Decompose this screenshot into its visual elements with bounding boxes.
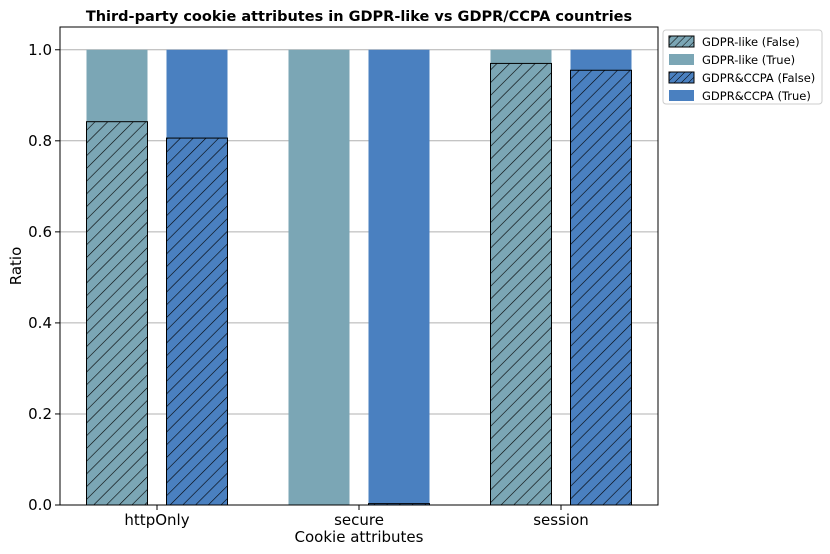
y-tick-label: 0.8: [28, 132, 52, 150]
plot-frame: [59, 26, 659, 506]
bars: [86, 49, 632, 506]
legend: GDPR-like (False) GDPR-like (True) GDPR&CC…: [662, 29, 823, 105]
bar-hatch-overlay: [490, 62, 552, 506]
bar-gdpr-liketrue-httponly: [86, 49, 148, 122]
y-tick-label: 0.0: [28, 496, 52, 514]
legend-swatch: [669, 90, 694, 101]
y-axis-ticks: 0.0 0.2 0.4 0.6 0.8 1.0: [28, 41, 60, 514]
legend-label: GDPR-like (False): [702, 35, 800, 49]
y-tick-label: 1.0: [28, 41, 52, 59]
y-tick-label: 0.2: [28, 405, 52, 423]
y-tick-label: 0.6: [28, 223, 52, 241]
x-tick-label: secure: [334, 511, 384, 529]
y-axis-label: Ratio: [7, 247, 25, 286]
legend-swatch-hatch: [668, 71, 695, 84]
gridlines: [60, 49, 658, 506]
bar-hatch-overlay: [166, 137, 228, 506]
bar-gdpr-liketrue-session: [490, 49, 552, 64]
legend-label: GDPR&CCPA (False): [702, 71, 815, 85]
x-tick-label: httpOnly: [124, 511, 189, 529]
bar-gdpr-liketrue-secure: [288, 49, 350, 506]
bar-gdpr-ccpatrue-httponly: [166, 49, 228, 139]
chart-title: Third-party cookie attributes in GDPR-li…: [86, 9, 632, 25]
bar-gdpr-ccpatrue-secure: [368, 49, 430, 504]
legend-box: [662, 29, 823, 105]
x-tick-label: session: [533, 511, 589, 529]
bar-hatch-overlay: [570, 69, 632, 506]
legend-swatch: [669, 54, 694, 65]
legend-swatch-hatch: [668, 35, 695, 48]
legend-label: GDPR&CCPA (True): [702, 89, 811, 103]
bar-hatch-overlay: [86, 121, 148, 506]
legend-label: GDPR-like (True): [702, 53, 795, 67]
bar-gdpr-ccpatrue-session: [570, 49, 632, 71]
y-tick-label: 0.4: [28, 314, 52, 332]
x-axis-ticks: httpOnly secure session: [124, 505, 589, 529]
x-axis-label: Cookie attributes: [295, 528, 424, 546]
